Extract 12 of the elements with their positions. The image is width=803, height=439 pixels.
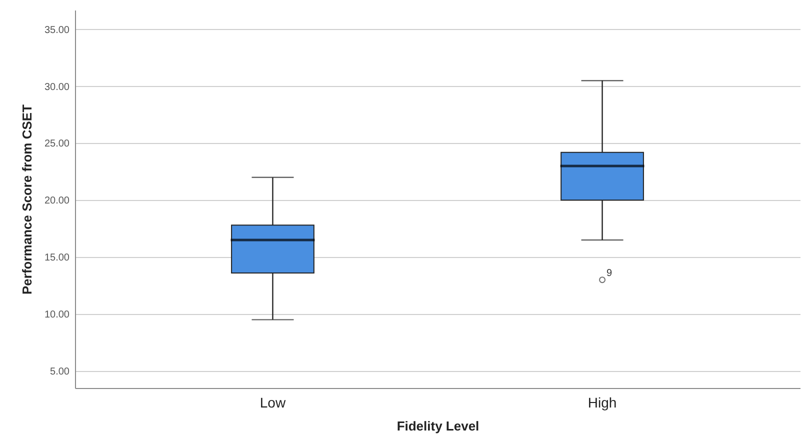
y-tick-label: 10.00 [44,309,70,320]
x-tick-label: High [588,394,617,410]
y-tick-label: 20.00 [44,196,70,207]
y-tick-label: 35.00 [44,24,70,36]
y-tick-label: 15.00 [44,252,70,264]
y-tick-label: 25.00 [44,138,70,150]
y-tick-label: 5.00 [50,366,70,378]
y-axis-title: Performance Score from CSET [19,104,34,295]
x-axis-title: Fidelity Level [396,418,480,434]
y-tick-label: 30.00 [44,82,70,93]
annotation: 9 [606,268,612,279]
x-tick-label: Low [260,394,286,410]
